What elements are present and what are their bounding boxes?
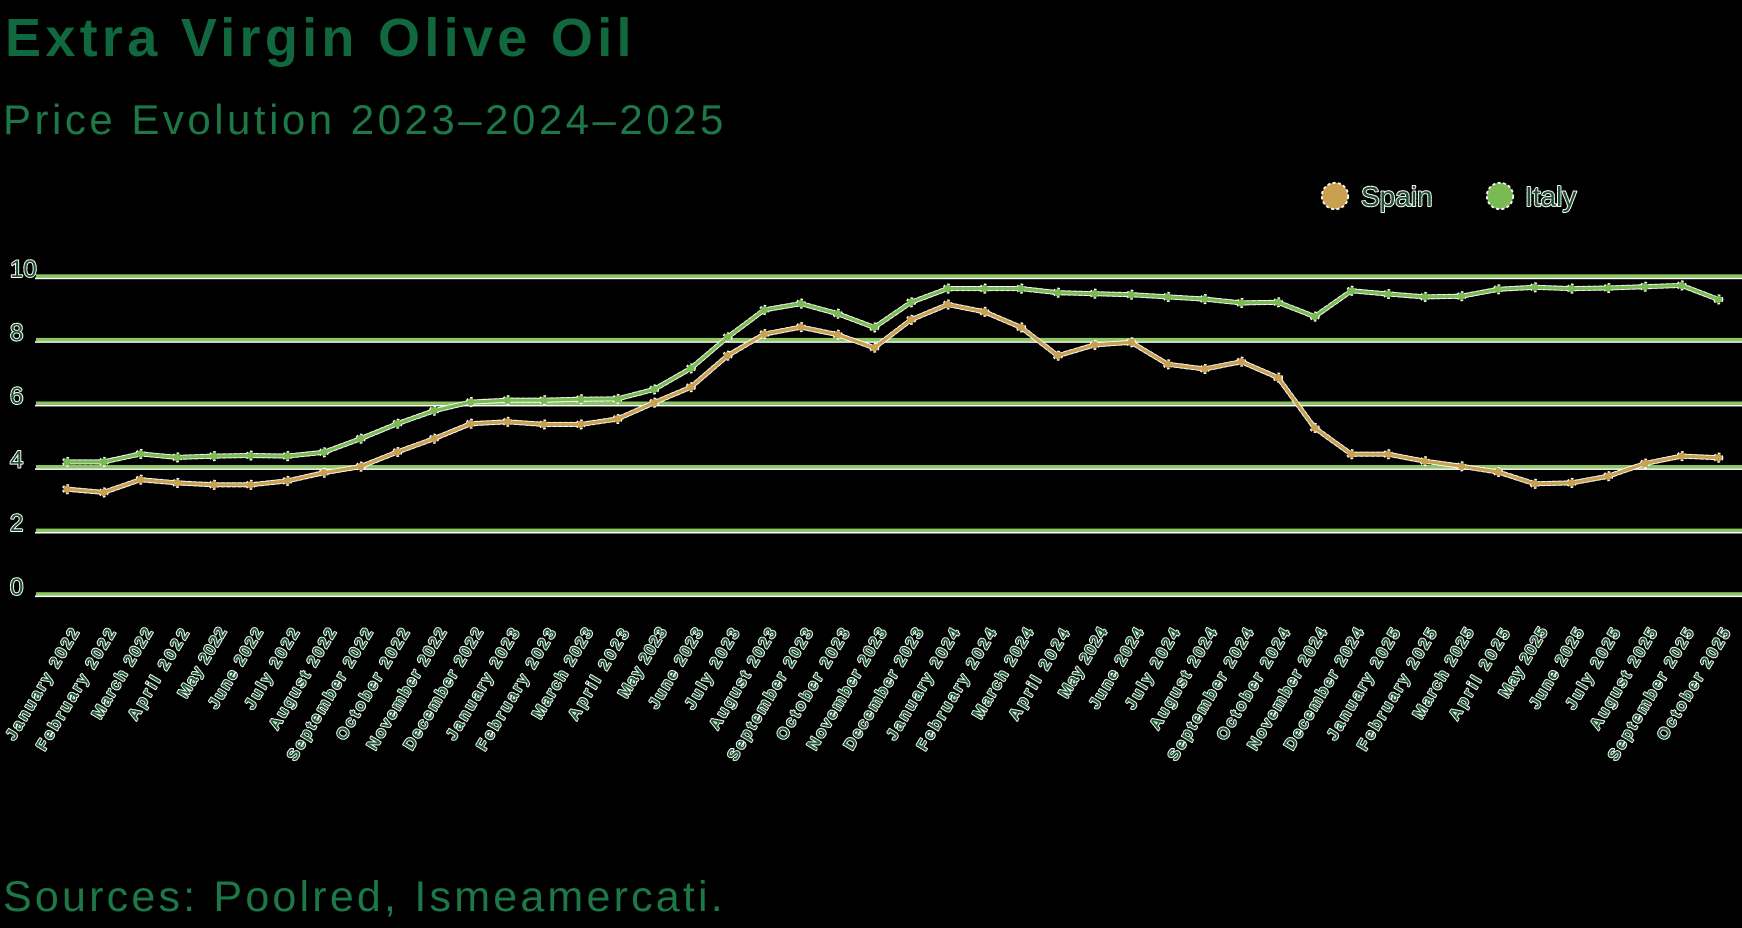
svg-text:0: 0 (10, 574, 23, 601)
svg-text:Spain: Spain (1361, 181, 1433, 212)
svg-text:Sources: Poolred, Ismeamercati: Sources: Poolred, Ismeamercati. (3, 873, 726, 921)
svg-text:10: 10 (10, 256, 37, 283)
svg-text:8: 8 (10, 320, 23, 347)
svg-text:6: 6 (10, 383, 23, 410)
svg-text:4: 4 (10, 447, 23, 474)
svg-text:Price Evolution 2023–2024–2025: Price Evolution 2023–2024–2025 (3, 96, 727, 143)
svg-text:Extra Virgin Olive Oil: Extra Virgin Olive Oil (5, 8, 636, 68)
svg-text:2: 2 (10, 510, 23, 537)
svg-text:Italy: Italy (1525, 181, 1576, 212)
